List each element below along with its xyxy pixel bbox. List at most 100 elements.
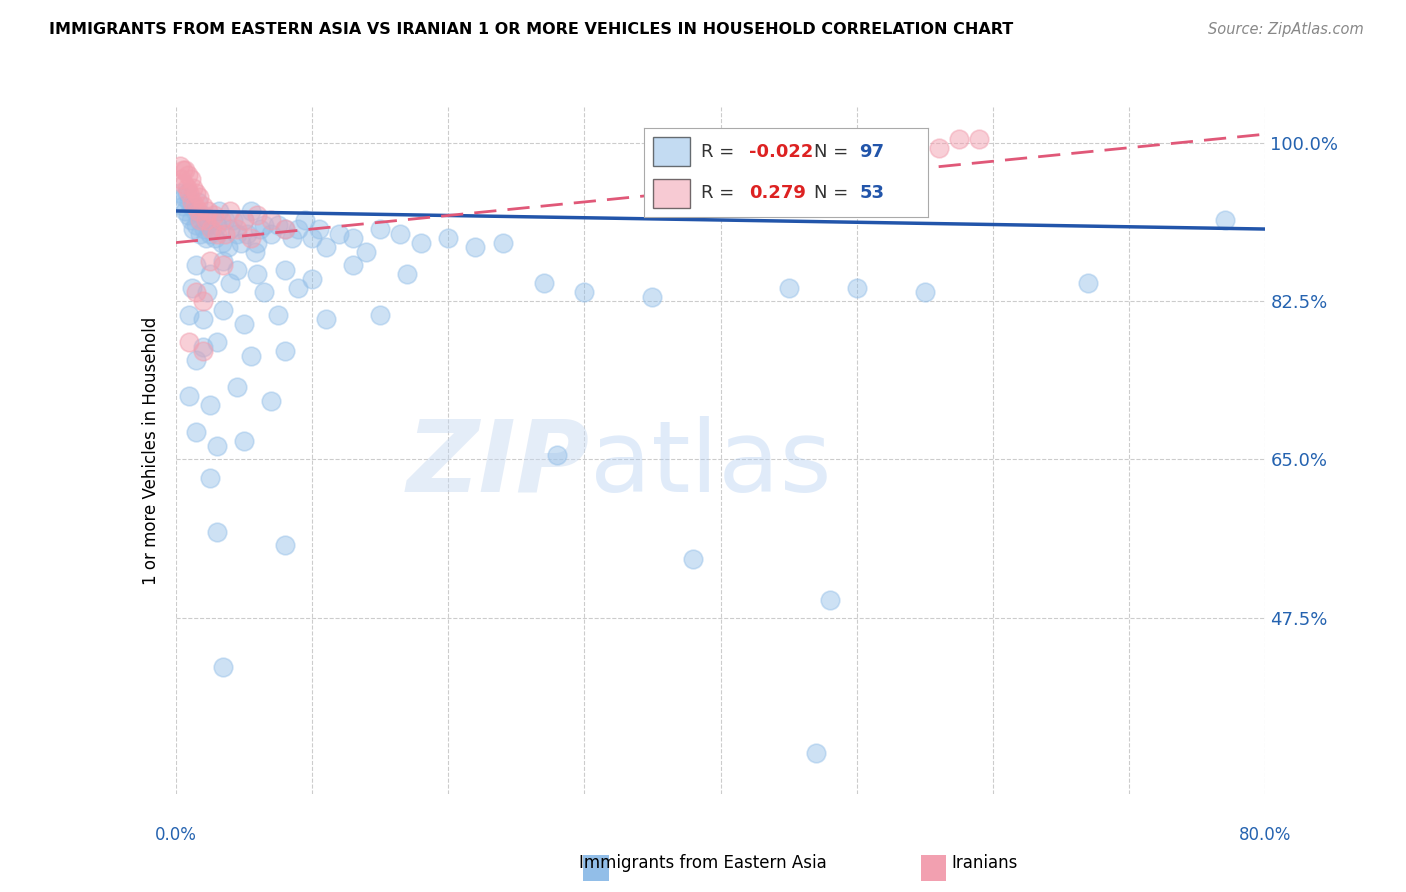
Point: [294, 213, 316, 227]
Point: [202, 209, 225, 223]
Point: [181, 194, 204, 209]
Point: [187, 190, 209, 204]
Point: [267, 218, 290, 232]
Point: [186, 218, 208, 232]
Point: [804, 746, 827, 760]
Point: [172, 199, 194, 213]
Point: [682, 552, 704, 566]
Point: [188, 227, 211, 241]
Point: [172, 163, 194, 178]
Point: [174, 204, 197, 219]
Text: Immigrants from Eastern Asia: Immigrants from Eastern Asia: [579, 855, 827, 872]
Point: [205, 524, 228, 539]
Point: [186, 204, 209, 219]
Text: IMMIGRANTS FROM EASTERN ASIA VS IRANIAN 1 OR MORE VEHICLES IN HOUSEHOLD CORRELAT: IMMIGRANTS FROM EASTERN ASIA VS IRANIAN …: [49, 22, 1014, 37]
Point: [226, 262, 249, 277]
Point: [574, 285, 596, 300]
Point: [186, 353, 208, 368]
Point: [389, 227, 412, 241]
Point: [246, 267, 269, 281]
Point: [198, 267, 221, 281]
Point: [204, 231, 226, 245]
Point: [641, 290, 664, 304]
Point: [301, 271, 323, 285]
Point: [195, 218, 218, 232]
Point: [179, 186, 201, 200]
Point: [232, 434, 254, 449]
Point: [235, 227, 257, 241]
Point: [239, 349, 262, 363]
Point: [186, 425, 208, 440]
Point: [186, 194, 209, 209]
Point: [328, 227, 350, 241]
Point: [170, 172, 193, 186]
Point: [183, 222, 205, 236]
Point: [186, 186, 208, 200]
Point: [217, 240, 239, 254]
Point: [308, 222, 330, 236]
Point: [181, 281, 204, 295]
Text: Source: ZipAtlas.com: Source: ZipAtlas.com: [1208, 22, 1364, 37]
Point: [191, 199, 214, 213]
Point: [197, 204, 219, 219]
Point: [198, 227, 221, 241]
Point: [249, 222, 271, 236]
Point: [183, 181, 205, 195]
Point: [845, 281, 868, 295]
Point: [205, 218, 228, 232]
Point: [195, 285, 218, 300]
Point: [315, 312, 337, 326]
Point: [205, 227, 228, 241]
Y-axis label: 1 or more Vehicles in Household: 1 or more Vehicles in Household: [142, 317, 160, 584]
Point: [226, 380, 249, 394]
Point: [396, 267, 419, 281]
Point: [179, 308, 201, 322]
Text: 0.0%: 0.0%: [155, 825, 197, 844]
Point: [201, 213, 224, 227]
Point: [212, 258, 235, 272]
Point: [186, 285, 208, 300]
Point: [409, 235, 432, 250]
Point: [214, 213, 236, 227]
Point: [219, 222, 242, 236]
Point: [212, 253, 235, 268]
Point: [368, 308, 391, 322]
Point: [533, 277, 555, 291]
Point: [219, 277, 242, 291]
Point: [368, 222, 391, 236]
Point: [260, 393, 283, 408]
Point: [194, 213, 217, 227]
Point: [198, 253, 221, 268]
Point: [239, 231, 262, 245]
Point: [464, 240, 486, 254]
Point: [243, 244, 266, 259]
Point: [492, 235, 515, 250]
Point: [194, 231, 217, 245]
Point: [267, 308, 290, 322]
Point: [1077, 277, 1099, 291]
Point: [173, 190, 195, 204]
Point: [274, 262, 297, 277]
Point: [969, 131, 991, 145]
Point: [187, 213, 209, 227]
Point: [253, 285, 276, 300]
Point: [181, 199, 204, 213]
Point: [928, 141, 950, 155]
Point: [179, 194, 201, 209]
Point: [193, 222, 215, 236]
Point: [222, 213, 245, 227]
Point: [274, 538, 297, 552]
Point: [356, 244, 378, 259]
Point: [198, 398, 221, 412]
Point: [180, 172, 202, 186]
Point: [191, 312, 214, 326]
Point: [315, 240, 337, 254]
Point: [274, 222, 297, 236]
Point: [818, 592, 841, 607]
Point: [246, 235, 269, 250]
Point: [174, 163, 197, 178]
Point: [176, 186, 198, 200]
Point: [260, 227, 283, 241]
Point: [226, 222, 249, 236]
Point: [342, 231, 364, 245]
